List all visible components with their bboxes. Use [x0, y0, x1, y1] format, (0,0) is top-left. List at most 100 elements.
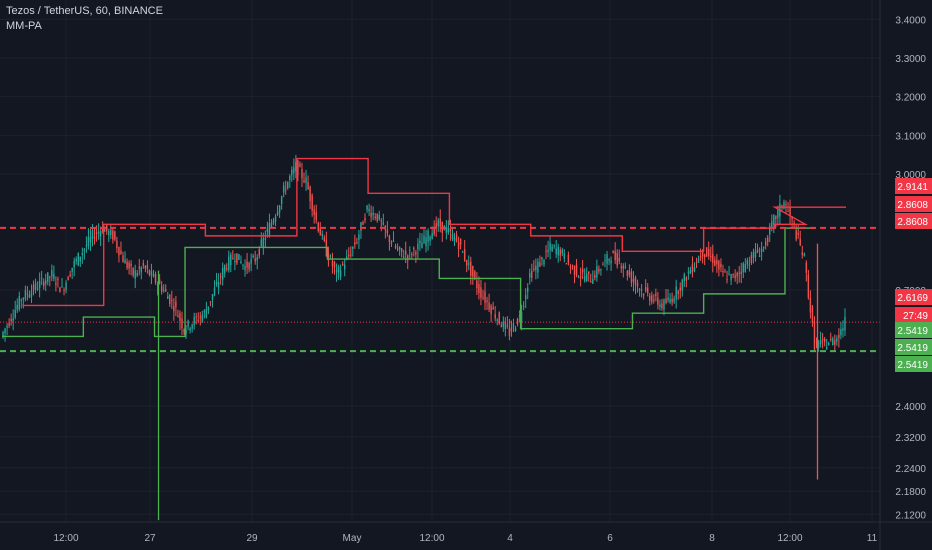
indicator-name[interactable]: MM-PA	[6, 20, 42, 32]
candle-body	[775, 216, 777, 219]
symbol-title[interactable]: Tezos / TetherUS, 60, BINANCE	[6, 5, 163, 17]
candle-body	[590, 281, 592, 283]
candle-body	[565, 263, 568, 265]
candle-body	[640, 289, 643, 291]
candle-body	[561, 249, 564, 254]
candle-body	[337, 266, 340, 273]
candle-body	[165, 288, 167, 292]
candle-body	[93, 236, 96, 240]
candle-body	[496, 319, 498, 321]
candle-body	[620, 266, 622, 269]
candle-body	[655, 293, 657, 296]
price-tag-label: 2.5419	[897, 326, 928, 337]
candle-body	[695, 262, 698, 264]
candle-body	[832, 338, 834, 346]
y-tick-label: 3.0000	[895, 170, 926, 181]
candle-body	[547, 249, 549, 252]
candle-body	[2, 331, 4, 337]
candle-body	[480, 287, 482, 298]
candle-body	[813, 322, 816, 350]
candle-body	[42, 281, 45, 287]
candle-body	[728, 273, 730, 275]
candle-body	[173, 306, 175, 312]
candle-body	[734, 275, 736, 278]
candle-body	[63, 290, 65, 292]
candle-body	[122, 255, 124, 263]
candle-body	[317, 222, 319, 231]
candle-body	[280, 196, 283, 204]
candle-body	[508, 328, 511, 336]
mm-pa-steps	[2, 157, 846, 338]
candle-body	[219, 276, 222, 278]
candle-body	[262, 238, 265, 247]
candle-body	[673, 298, 675, 302]
candle-body	[677, 291, 679, 294]
candle-body	[392, 240, 395, 242]
y-tick-label: 2.1200	[895, 510, 926, 521]
candle-body	[400, 248, 403, 252]
candle-body	[154, 273, 157, 283]
candle-body	[675, 286, 677, 299]
candle-body	[807, 274, 810, 298]
candle-body	[411, 254, 413, 256]
candle-body	[223, 265, 226, 274]
candle-body	[40, 278, 43, 280]
candle-body	[754, 250, 757, 257]
candle-body	[47, 272, 49, 282]
candle-body	[693, 267, 696, 271]
candle-body	[592, 279, 594, 284]
candle-body	[209, 301, 212, 303]
candle-body	[228, 256, 230, 271]
candle-body	[777, 209, 779, 219]
candle-body	[492, 307, 494, 310]
candle-body	[752, 251, 755, 258]
candle-body	[773, 215, 775, 225]
x-tick-label: 12:00	[53, 533, 78, 544]
candle-body	[319, 227, 321, 236]
candle-body	[252, 256, 254, 258]
candle-body	[301, 169, 303, 179]
candle-body	[533, 268, 535, 270]
price-tag-bg	[895, 289, 932, 305]
candle-body	[569, 266, 572, 268]
candle-body	[244, 266, 246, 270]
price-tag-bg	[895, 178, 932, 194]
candle-body	[211, 294, 214, 300]
price-tag: 2.9141	[895, 178, 932, 194]
candle-body	[16, 304, 18, 311]
candle-body	[346, 256, 348, 260]
candle-body	[323, 237, 326, 241]
candle-body	[783, 201, 785, 209]
candle-body	[309, 186, 311, 202]
candle-body	[175, 301, 177, 308]
candle-body	[83, 249, 86, 252]
candle-body	[598, 268, 600, 272]
candle-body	[500, 325, 502, 327]
candle-body	[256, 257, 258, 261]
candle-body	[65, 282, 67, 291]
candle-body	[760, 248, 763, 253]
candle-body	[714, 260, 716, 266]
candle-body	[667, 297, 669, 301]
grid	[0, 0, 880, 522]
price-tag-bg	[895, 213, 932, 229]
candle-body	[171, 300, 173, 302]
candle-body	[529, 273, 531, 278]
candle-body	[343, 264, 346, 270]
candle-body	[270, 222, 273, 227]
candle-body	[463, 249, 466, 261]
x-tick-label: 29	[246, 533, 258, 544]
candle-body	[671, 298, 673, 303]
time-axis[interactable]: 12:00 27 29 May 12:00 4 6 8 12:00 11	[0, 521, 932, 544]
candle-body	[150, 271, 153, 276]
candle-body	[823, 338, 826, 342]
candle-body	[811, 306, 814, 323]
candle-body	[236, 253, 238, 264]
candle-body	[718, 260, 720, 270]
candle-body	[602, 264, 604, 266]
candle-body	[557, 246, 559, 256]
candle-body	[524, 295, 527, 300]
candle-body	[435, 223, 437, 229]
candle-body	[378, 215, 380, 220]
